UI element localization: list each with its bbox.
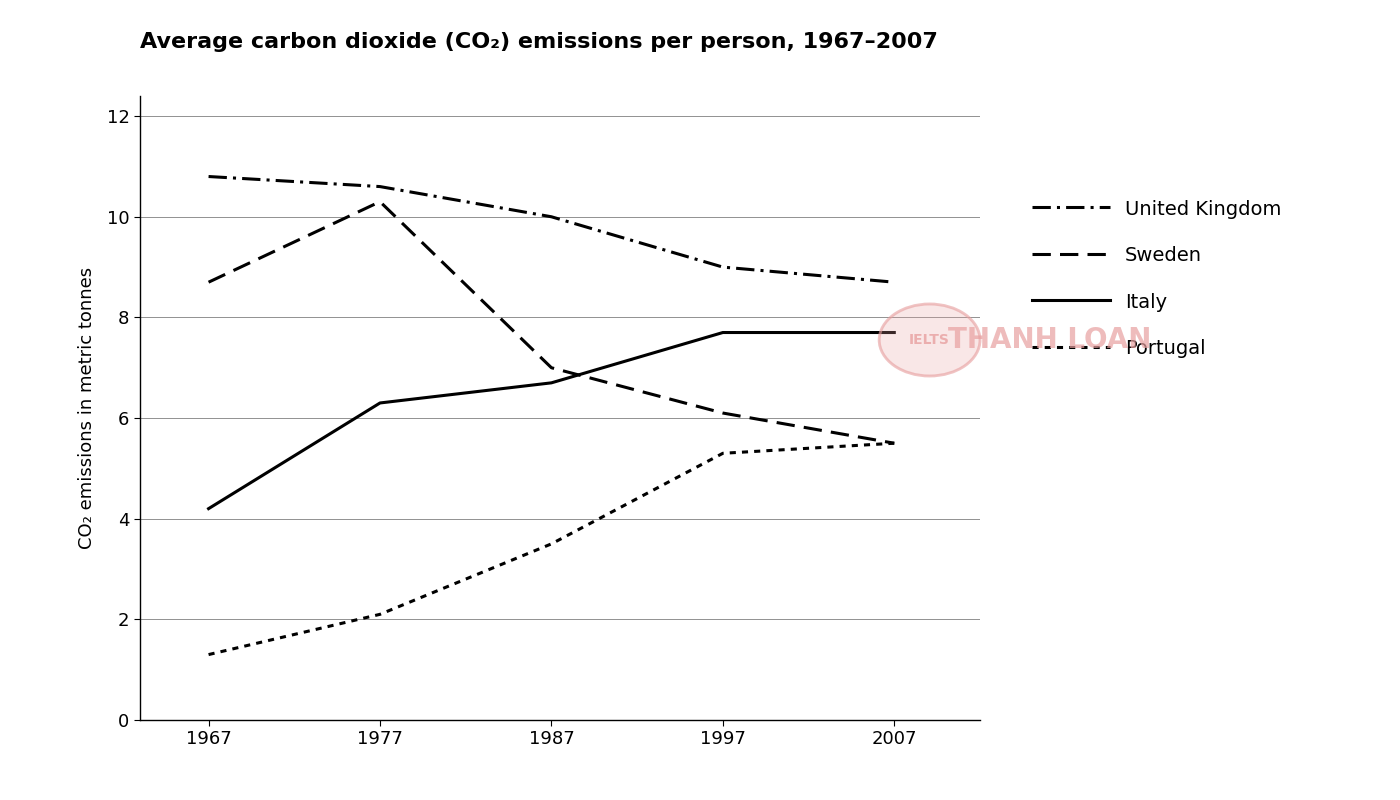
Circle shape bbox=[879, 304, 980, 376]
Text: THANH LOAN: THANH LOAN bbox=[948, 326, 1152, 354]
Legend: United Kingdom, Sweden, Italy, Portugal: United Kingdom, Sweden, Italy, Portugal bbox=[1032, 199, 1281, 358]
Text: IELTS: IELTS bbox=[909, 333, 951, 347]
Text: Average carbon dioxide (CO₂) emissions per person, 1967–2007: Average carbon dioxide (CO₂) emissions p… bbox=[140, 32, 938, 52]
Y-axis label: CO₂ emissions in metric tonnes: CO₂ emissions in metric tonnes bbox=[77, 267, 95, 549]
